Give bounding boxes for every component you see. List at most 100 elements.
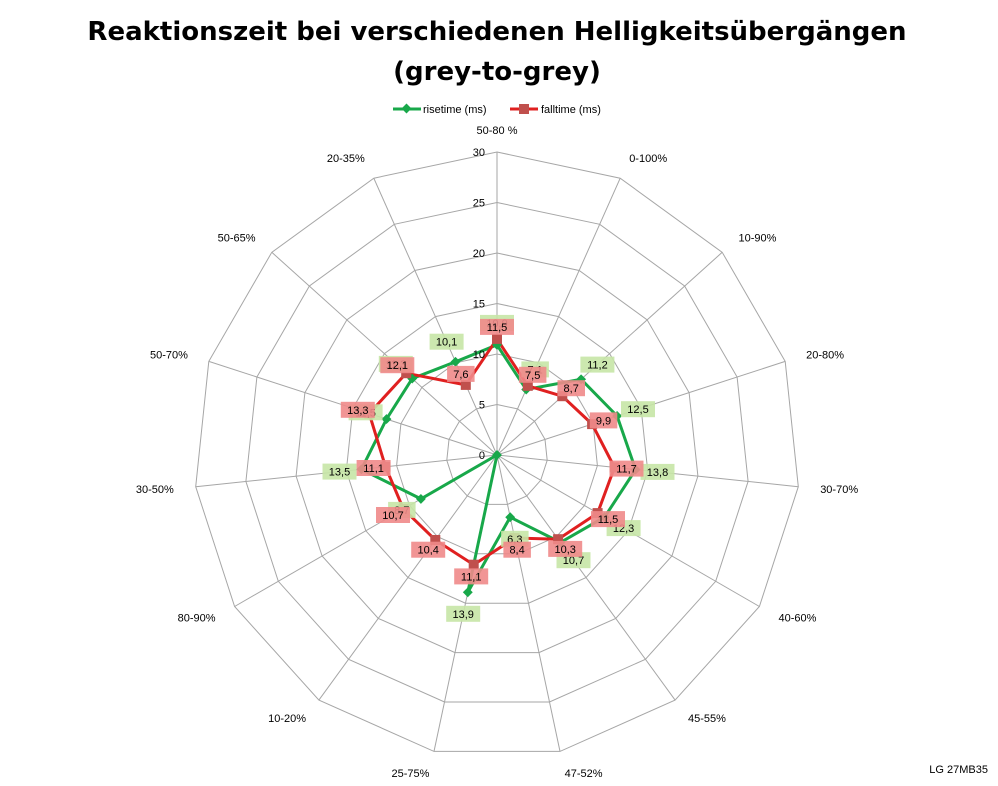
grid-spoke bbox=[496, 454, 561, 752]
data-label-falltime: 11,5 bbox=[591, 511, 625, 528]
data-label-text: 8,7 bbox=[564, 383, 579, 395]
axis-label: 47-52% bbox=[565, 768, 603, 780]
data-label-text: 10,1 bbox=[436, 337, 457, 349]
grid-ring bbox=[195, 151, 799, 752]
axis-label: 20-35% bbox=[327, 153, 365, 165]
point-falltime bbox=[460, 379, 471, 390]
data-label-bg bbox=[621, 401, 655, 418]
data-label-text: 11,2 bbox=[587, 360, 608, 372]
data-label-falltime: 10,4 bbox=[411, 541, 446, 558]
tick-label: 15 bbox=[473, 299, 485, 311]
data-label-risetime: 13,5 bbox=[322, 463, 357, 480]
data-label-text: 10,7 bbox=[563, 555, 584, 567]
axis-labels: 50-80 % 0-100% 10-90% 20-80% 30-70% 40-60% 45-… bbox=[136, 125, 858, 780]
tick-label: 0 bbox=[479, 450, 485, 462]
data-label-text: 11,1 bbox=[363, 463, 384, 475]
point-falltime bbox=[468, 559, 479, 570]
data-label-text: 7,6 bbox=[453, 369, 468, 381]
grid-ring bbox=[345, 302, 649, 604]
data-labels: 10,97,111,212,513,812,310,76,313,98,713,… bbox=[322, 314, 675, 622]
chart-title-line2: (grey-to-grey) bbox=[393, 57, 601, 87]
data-label-text: 13,9 bbox=[452, 609, 473, 621]
data-label-bg bbox=[322, 463, 357, 480]
data-label-risetime: 11,2 bbox=[580, 356, 615, 373]
tick-label: 10 bbox=[473, 349, 485, 361]
legend-label-risetime: risetime (ms) bbox=[423, 104, 487, 116]
grid-spoke bbox=[496, 177, 621, 456]
data-label-text: 10,4 bbox=[417, 545, 438, 557]
data-label-falltime: 11,1 bbox=[356, 460, 391, 476]
tick-label: 20 bbox=[473, 248, 485, 260]
data-label-bg bbox=[518, 366, 547, 383]
data-label-text: 11,1 bbox=[461, 571, 482, 583]
grid-spoke bbox=[373, 177, 498, 456]
data-label-bg bbox=[340, 401, 375, 418]
point-risetime bbox=[505, 512, 516, 523]
axis-label: 10-90% bbox=[739, 233, 777, 245]
point-risetime bbox=[415, 493, 426, 504]
data-label-falltime: 10,3 bbox=[548, 540, 583, 557]
tick-label: 30 bbox=[473, 147, 485, 159]
data-label-falltime: 10,7 bbox=[376, 507, 410, 523]
data-label-bg bbox=[380, 357, 415, 374]
data-label-bg bbox=[548, 540, 583, 557]
data-label-bg bbox=[589, 412, 618, 429]
axis-label: 50-80 % bbox=[477, 125, 518, 137]
data-label-bg bbox=[591, 511, 625, 528]
point-falltime bbox=[492, 333, 502, 344]
data-label-falltime: 11,1 bbox=[454, 568, 489, 585]
grid-ring bbox=[245, 201, 749, 703]
grid-ring bbox=[396, 353, 598, 555]
point-falltime bbox=[522, 380, 533, 391]
data-label-text: 9,9 bbox=[596, 415, 611, 427]
point-falltime bbox=[430, 535, 441, 545]
grid-ring bbox=[446, 403, 548, 505]
data-label-falltime: 11,5 bbox=[480, 318, 514, 335]
data-label-falltime: 7,5 bbox=[518, 366, 547, 383]
grid-ring bbox=[295, 252, 699, 654]
data-label-text: 10,7 bbox=[382, 510, 403, 522]
tick-labels: 0 5 10 15 20 25 30 bbox=[473, 147, 485, 462]
credit-label: LG 27MB35 bbox=[929, 764, 988, 776]
legend-marker-falltime bbox=[519, 104, 529, 114]
chart-title-line1: Reaktionszeit bei verschiedenen Helligke… bbox=[87, 17, 906, 47]
axis-label: 50-70% bbox=[150, 350, 188, 362]
data-label-bg bbox=[557, 380, 585, 397]
axis-label: 45-55% bbox=[688, 713, 726, 725]
axis-label: 80-90% bbox=[178, 613, 216, 625]
data-label-bg bbox=[503, 541, 531, 558]
axis-label: 50-65% bbox=[218, 233, 256, 245]
axis-label: 20-80% bbox=[806, 350, 844, 362]
data-label-text: 13,5 bbox=[329, 467, 350, 479]
data-label-falltime: 8,4 bbox=[503, 541, 531, 558]
data-label-falltime: 8,7 bbox=[557, 380, 585, 397]
data-label-falltime: 11,7 bbox=[609, 460, 644, 477]
series-line-falltime bbox=[367, 336, 617, 567]
data-label-bg bbox=[454, 568, 489, 585]
data-label-risetime: 13,9 bbox=[446, 605, 481, 622]
point-risetime bbox=[381, 414, 392, 425]
axis-label: 40-60% bbox=[779, 613, 817, 625]
series-lines bbox=[356, 333, 641, 598]
data-label-bg bbox=[447, 365, 475, 382]
tick-label: 5 bbox=[479, 400, 485, 412]
data-label-bg bbox=[640, 463, 675, 480]
data-label-bg bbox=[411, 541, 446, 558]
data-label-text: 11,7 bbox=[616, 464, 637, 476]
legend-label-falltime: falltime (ms) bbox=[541, 104, 601, 116]
grid-spoke bbox=[496, 454, 676, 701]
data-label-bg bbox=[446, 605, 481, 622]
data-label-bg bbox=[376, 507, 410, 523]
data-label-text: 11,5 bbox=[598, 514, 619, 526]
data-label-falltime: 13,3 bbox=[340, 401, 375, 418]
point-risetime bbox=[450, 356, 461, 367]
legend-item-falltime: falltime (ms) bbox=[510, 104, 601, 116]
legend: risetime (ms) falltime (ms) bbox=[393, 103, 601, 116]
data-label-text: 12,5 bbox=[627, 404, 648, 416]
data-label-risetime: 13,8 bbox=[640, 463, 675, 480]
point-falltime bbox=[553, 534, 564, 545]
data-label-risetime: 10,1 bbox=[429, 333, 464, 350]
axis-label: 0-100% bbox=[629, 153, 667, 165]
data-label-text: 13,8 bbox=[647, 467, 668, 479]
legend-marker-risetime bbox=[401, 103, 412, 114]
